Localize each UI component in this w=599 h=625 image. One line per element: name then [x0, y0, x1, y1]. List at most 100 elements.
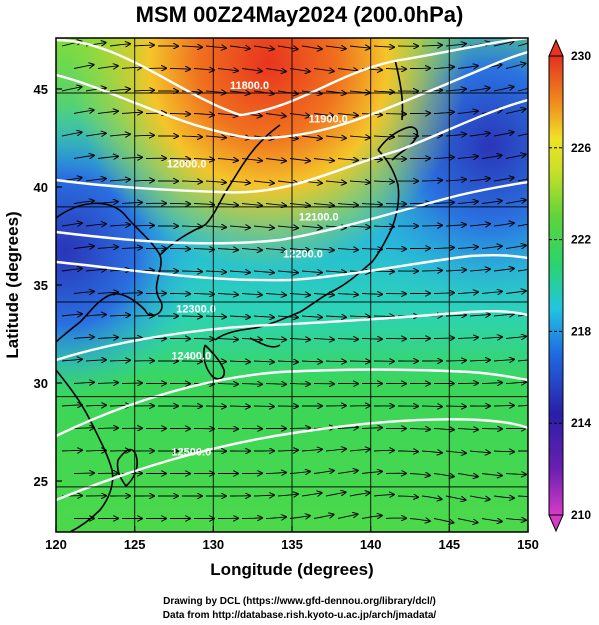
streamline-arrow [277, 181, 298, 183]
y-tick-label: 35 [34, 278, 48, 293]
streamline-arrow [265, 339, 286, 340]
y-tick-label: 30 [34, 376, 48, 391]
streamline-arrow [253, 271, 274, 273]
streamline-arrow [253, 316, 274, 317]
streamline-arrow [253, 181, 274, 183]
streamline-arrow [121, 203, 142, 204]
streamline-arrow [505, 64, 525, 69]
streamline-arrow [421, 496, 442, 499]
streamline-arrow [373, 181, 394, 182]
streamline-arrow [457, 156, 478, 158]
streamline-arrow [397, 496, 418, 497]
streamline-arrow [217, 384, 238, 385]
streamline-arrow [361, 294, 382, 295]
streamline-arrow [398, 451, 418, 452]
y-axis-ticks: 25 30 35 40 45 [34, 82, 62, 489]
streamline-arrow [229, 46, 250, 49]
streamline-arrow [193, 159, 214, 160]
streamline-arrow [61, 87, 82, 92]
streamline-arrow [433, 518, 454, 523]
streamline-arrow [457, 518, 478, 523]
streamline-arrow [205, 316, 226, 317]
streamline-arrow [493, 41, 513, 47]
streamline-arrow [433, 157, 454, 158]
temperature-field: 11800.0 11900.0 12000.0 12100.0 12200.0 12300… [56, 38, 550, 532]
streamline-arrow [289, 516, 310, 519]
streamline-arrow [181, 316, 202, 317]
streamline-arrow [181, 46, 202, 47]
x-axis-ticks: 120 125 130 135 140 145 150 [45, 526, 539, 552]
colorbar-tick-label: 230 [571, 49, 591, 63]
streamline-arrow [61, 132, 82, 137]
streamline-arrow [61, 223, 82, 226]
streamline-arrow [337, 204, 358, 206]
streamline-arrow [289, 204, 310, 206]
streamline-arrow [481, 291, 502, 293]
streamline-arrow [433, 429, 454, 430]
streamline-arrow [325, 449, 346, 451]
streamline-arrow [121, 338, 142, 339]
streamline-arrow [481, 155, 502, 158]
streamline-arrow [205, 46, 226, 48]
streamline-arrow [121, 67, 142, 69]
streamline-arrow [493, 268, 514, 271]
streamline-arrow [337, 69, 358, 71]
streamline-arrow [421, 45, 442, 46]
streamline-arrow [193, 69, 214, 71]
streamline-arrow [385, 69, 406, 70]
streamline-arrow [85, 88, 106, 91]
streamline-arrow [217, 114, 238, 116]
streamline-arrow [73, 201, 94, 204]
streamline-arrow [301, 226, 322, 228]
colorbar-max-arrow [548, 38, 564, 57]
streamline-arrow [265, 249, 286, 251]
streamline-arrow [265, 294, 286, 296]
y-tick-label: 45 [34, 82, 48, 97]
streamline-arrow [481, 474, 502, 476]
streamline-arrow [421, 451, 442, 453]
streamline-arrow [205, 406, 226, 407]
wind-streamlines [61, 40, 550, 523]
streamline-arrow [61, 359, 82, 361]
streamline-arrow [109, 179, 130, 181]
streamline-arrow [301, 361, 322, 362]
streamline-arrow [433, 338, 454, 339]
streamline-arrow [530, 336, 550, 339]
streamline-arrow [109, 360, 130, 361]
streamline-arrow [457, 66, 478, 69]
streamline-arrow [505, 336, 526, 338]
streamline-arrow [241, 249, 262, 251]
streamline-arrow [85, 450, 106, 451]
streamline-arrow [337, 294, 358, 295]
contour-label: 12000.0 [167, 158, 207, 170]
streamline-arrow [469, 224, 490, 226]
streamline-arrow [169, 204, 190, 205]
streamline-arrow [217, 249, 238, 250]
streamline-arrow [169, 159, 190, 160]
streamline-arrow [373, 271, 394, 272]
streamline-arrow [241, 159, 262, 161]
streamline-arrow [85, 315, 106, 317]
streamline-arrow [85, 269, 106, 271]
streamline-arrow [457, 474, 478, 477]
coastlines [56, 59, 419, 532]
streamline-arrow [349, 136, 370, 138]
streamline-arrow [85, 405, 106, 406]
streamline-arrow [181, 91, 202, 92]
streamline-arrow [253, 361, 274, 362]
streamline-arrow [313, 515, 334, 519]
streamline-arrow [265, 159, 286, 161]
streamline-arrow [133, 180, 154, 181]
streamline-arrow [385, 204, 406, 205]
streamline-arrow [181, 136, 202, 137]
x-tick-label: 125 [124, 537, 146, 552]
streamline-arrow [361, 339, 382, 340]
streamline-arrow [457, 202, 478, 204]
streamline-arrow [361, 472, 382, 474]
streamline-arrow [337, 427, 358, 428]
streamline-arrow [217, 159, 238, 161]
contour-label: 12100.0 [299, 211, 339, 223]
contour-label: 12400.0 [171, 350, 211, 362]
streamline-arrow [481, 246, 502, 248]
